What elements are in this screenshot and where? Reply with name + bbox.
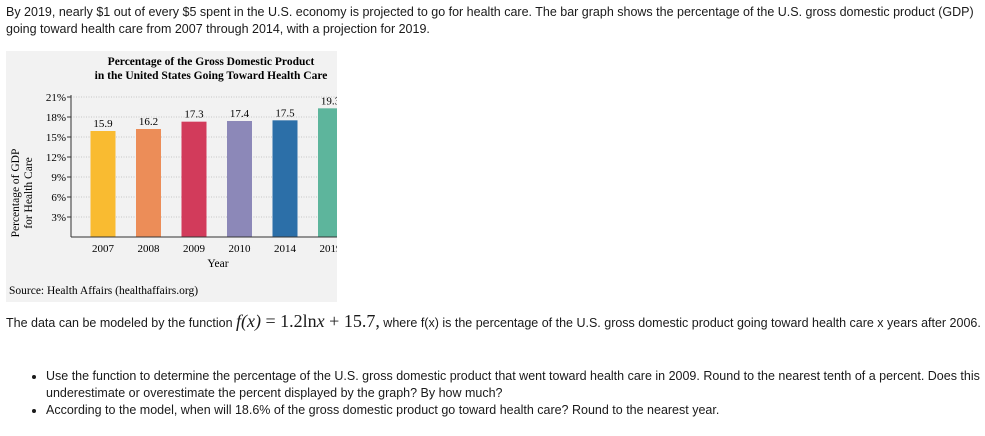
chart-title-line1: Percentage of the Gross Domestic Product bbox=[108, 56, 315, 68]
x-tick-label: 2014 bbox=[274, 243, 297, 255]
y-tick-label: 3% bbox=[51, 212, 66, 224]
model-prefix: The data can be modeled by the function bbox=[6, 316, 233, 330]
value-label: 17.5 bbox=[275, 107, 295, 119]
x-tick-label: 2010 bbox=[229, 243, 252, 255]
value-label: 16.2 bbox=[139, 116, 158, 128]
bar-2010 bbox=[227, 121, 252, 237]
x-tick-label: 2019 bbox=[320, 243, 338, 255]
chart-panel: Percentage of the Gross Domestic Product… bbox=[6, 51, 337, 302]
value-labels: 15.9 16.2 17.3 17.4 17.5 19.3 bbox=[93, 95, 337, 130]
y-tick-label: 15% bbox=[46, 132, 66, 144]
question-item: According to the model, when will 18.6% … bbox=[46, 402, 985, 419]
x-tick-label: 2008 bbox=[138, 243, 161, 255]
y-axis-label-line2: for Health Care bbox=[23, 157, 35, 229]
model-suffix: where f(x) is the percentage of the U.S.… bbox=[379, 316, 981, 330]
formula-eq: = 1.2ln bbox=[261, 311, 317, 331]
model-formula: f(x) = 1.2lnx + 15.7, bbox=[236, 311, 380, 331]
x-tick-label: 2009 bbox=[183, 243, 206, 255]
chart-source: Source: Health Affairs (healthaffairs.or… bbox=[9, 285, 198, 297]
x-axis-label: Year bbox=[207, 258, 228, 270]
bar-2007 bbox=[90, 131, 116, 237]
chart-title-line2: in the United States Going Toward Health… bbox=[95, 70, 328, 82]
bar-2014 bbox=[272, 120, 298, 237]
question-list: Use the function to determine the percen… bbox=[28, 368, 985, 419]
x-tick-label: 2007 bbox=[92, 243, 115, 255]
bar-2019 bbox=[318, 108, 337, 237]
y-axis-ticks: 3% 6% 9% 12% 15% 18% 21% bbox=[46, 92, 71, 224]
value-label: 17.3 bbox=[184, 109, 204, 121]
x-axis-ticks: 2007 2008 2009 2010 2014 2019 bbox=[92, 243, 337, 255]
intro-text: By 2019, nearly $1 out of every $5 spent… bbox=[6, 5, 974, 36]
formula-rest: + 15.7, bbox=[324, 311, 380, 331]
question-item: Use the function to determine the percen… bbox=[46, 368, 985, 402]
value-label: 19.3 bbox=[321, 95, 337, 107]
y-axis-label-line1: Percentage of GDP bbox=[10, 149, 22, 238]
bar-2008 bbox=[136, 129, 161, 237]
y-tick-label: 21% bbox=[46, 92, 66, 104]
formula-lhs: f(x) bbox=[236, 311, 262, 331]
y-tick-label: 12% bbox=[46, 152, 66, 164]
value-label: 15.9 bbox=[93, 118, 113, 130]
value-label: 17.4 bbox=[230, 108, 250, 120]
y-tick-label: 6% bbox=[51, 192, 66, 204]
y-tick-label: 18% bbox=[46, 112, 66, 124]
bar-2009 bbox=[181, 121, 207, 237]
bar-chart: Percentage of the Gross Domestic Product… bbox=[9, 56, 337, 297]
model-paragraph: The data can be modeled by the function … bbox=[6, 312, 981, 333]
formula-var: x bbox=[316, 311, 325, 331]
bars bbox=[90, 108, 337, 237]
y-tick-label: 9% bbox=[51, 172, 66, 184]
